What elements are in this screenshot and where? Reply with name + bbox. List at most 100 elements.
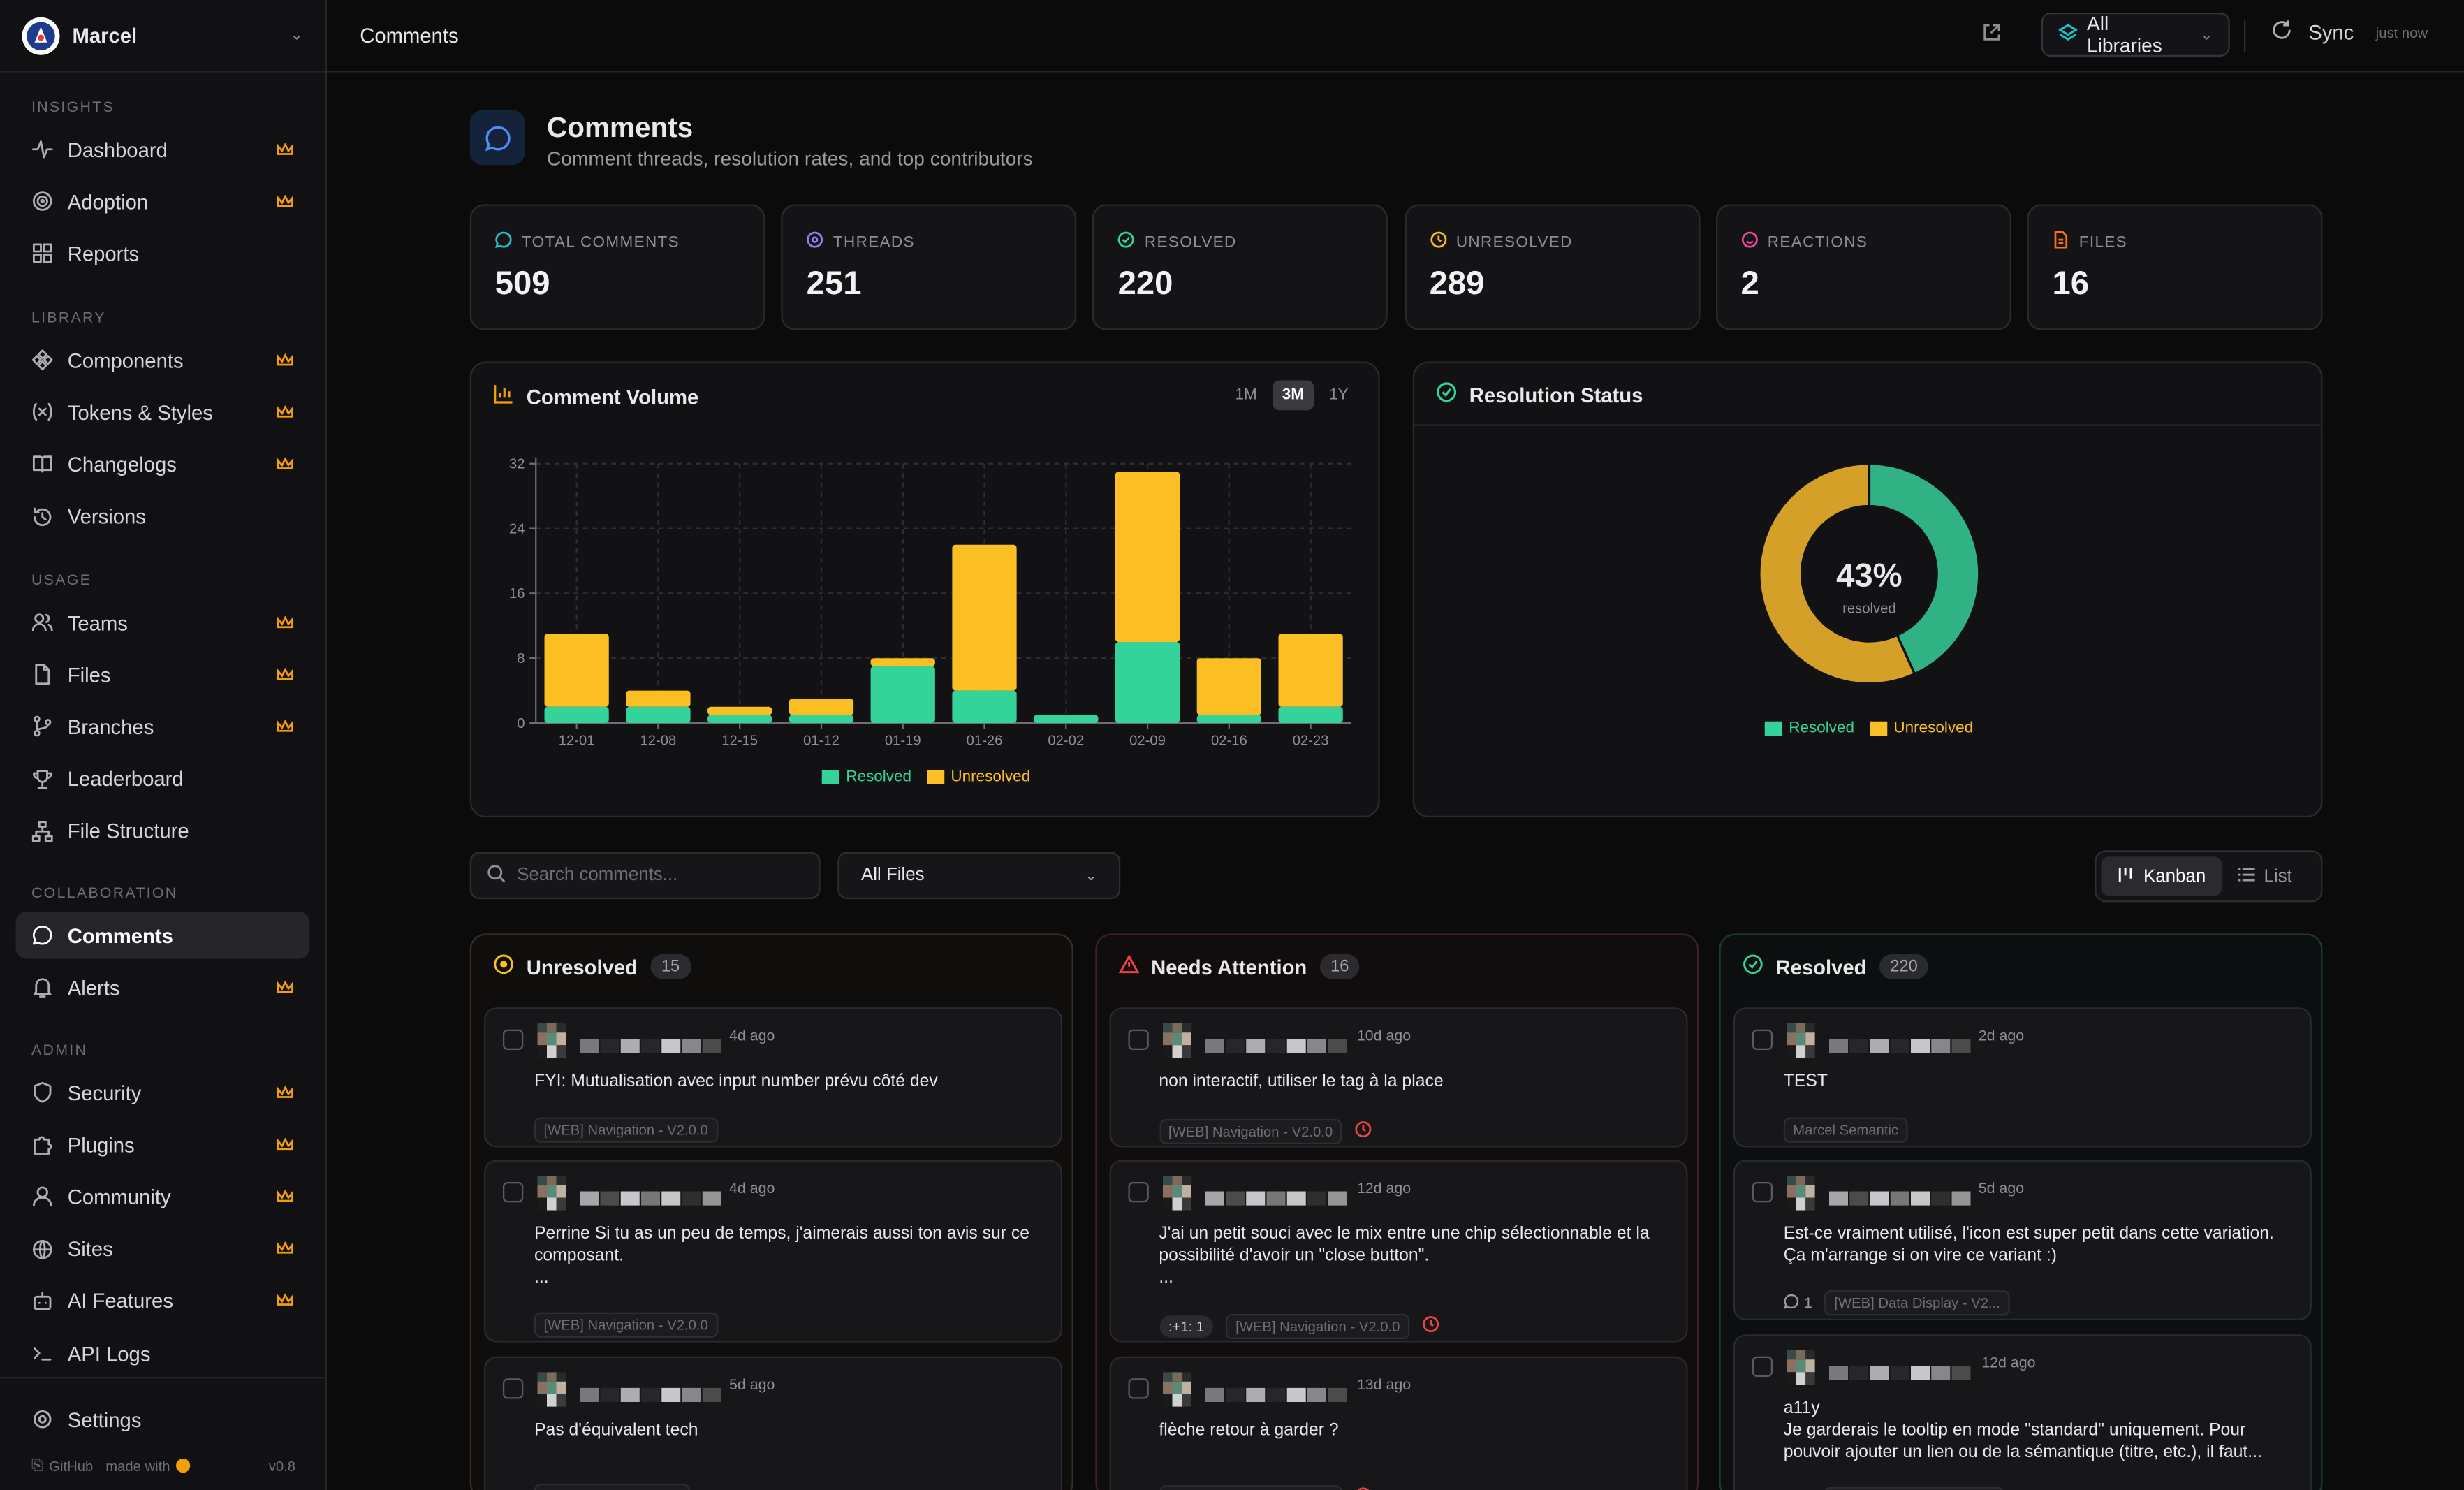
sidebar-item-comments[interactable]: Comments	[16, 912, 310, 959]
components-icon	[31, 349, 54, 372]
select-checkbox[interactable]	[1127, 1182, 1147, 1202]
search-icon	[487, 863, 506, 887]
globe-icon	[31, 1238, 54, 1260]
select-checkbox[interactable]	[1752, 1357, 1773, 1377]
search-input[interactable]	[517, 866, 800, 885]
y-tick-label: 32	[509, 457, 525, 472]
sidebar-item-plugins[interactable]: Plugins	[16, 1121, 310, 1169]
puzzle-icon	[31, 1134, 54, 1156]
x-tick-label: 12-01	[559, 733, 595, 749]
file-tag[interactable]: [WEB] Data Display - V2...	[1825, 1290, 2009, 1315]
bar-unresolved-02-09	[1115, 472, 1180, 642]
sync-button[interactable]: Sync just now	[2271, 19, 2428, 45]
stat-card-unresolved: UNRESOLVED 289	[1405, 205, 1700, 330]
comment-text: Perrine Si tu as un peu de temps, j'aime…	[534, 1223, 1039, 1290]
file-tag[interactable]: [WEB] Feedback - V2.0.0	[1825, 1487, 2003, 1490]
select-checkbox[interactable]	[503, 1182, 523, 1202]
sidebar-item-community[interactable]: Community	[16, 1173, 310, 1220]
file-tag[interactable]: [WEB] Navigation - V2.0.0	[534, 1118, 717, 1143]
file-icon	[2053, 231, 2079, 254]
file-tag[interactable]: [WEB] Navigation - V2.0.0	[1159, 1119, 1342, 1144]
file-tag[interactable]: Marcel Semantic	[1784, 1118, 1908, 1143]
view-kanban-button[interactable]: Kanban	[2101, 856, 2221, 896]
sidebar-item-leaderboard[interactable]: Leaderboard	[16, 755, 310, 803]
avatar	[1787, 1176, 1815, 1211]
bar-resolved-02-02	[1034, 715, 1098, 723]
sidebar-item-files[interactable]: Files	[16, 651, 310, 699]
stat-label: UNRESOLVED	[1456, 233, 1573, 251]
sidebar-item-label: AI Features	[68, 1290, 277, 1313]
select-checkbox[interactable]	[1752, 1030, 1773, 1050]
x-tick-label: 02-23	[1293, 733, 1329, 749]
crown-icon	[277, 190, 294, 214]
view-list-button[interactable]: List	[2222, 856, 2308, 896]
sidebar-item-teams[interactable]: Teams	[16, 599, 310, 646]
sidebar-item-file-structure[interactable]: File Structure	[16, 808, 310, 855]
sidebar-item-alerts[interactable]: Alerts	[16, 964, 310, 1011]
file-tag[interactable]: [WEB] Navigation - V2.0.0	[1226, 1314, 1409, 1339]
reaction-badge[interactable]: :+1: 1	[1159, 1315, 1213, 1338]
sidebar-item-tokens-styles[interactable]: Tokens & Styles	[16, 388, 310, 436]
select-checkbox[interactable]	[503, 1030, 523, 1050]
file-tag[interactable]: [WEB] Navigation - V2.0.0	[534, 1313, 717, 1338]
bar-unresolved-02-16	[1197, 658, 1261, 715]
sidebar-item-adoption[interactable]: Adoption	[16, 178, 310, 226]
user-icon	[31, 1185, 54, 1208]
avatar	[538, 1372, 566, 1407]
bar-unresolved-12-08	[626, 691, 690, 707]
library-select[interactable]: All Libraries ⌄	[2041, 13, 2230, 57]
sidebar-item-label: Branches	[68, 715, 277, 739]
sidebar-item-dashboard[interactable]: Dashboard	[16, 126, 310, 173]
refresh-icon	[2271, 19, 2293, 45]
x-tick-label: 01-19	[885, 733, 921, 749]
external-link-icon[interactable]	[1981, 22, 2002, 51]
sidebar-item-branches[interactable]: Branches	[16, 703, 310, 751]
search-box	[470, 852, 821, 900]
bar-resolved-02-09	[1115, 642, 1180, 723]
github-link[interactable]: GitHub	[49, 1458, 93, 1474]
chevron-down-icon: ⌄	[290, 27, 303, 44]
x-tick-label: 02-09	[1129, 733, 1166, 749]
select-checkbox[interactable]	[503, 1378, 523, 1398]
workspace-switcher[interactable]: Marcel ⌄	[0, 0, 325, 73]
sidebar-item-changelogs[interactable]: Changelogs	[16, 441, 310, 488]
sidebar-item-components[interactable]: Components	[16, 337, 310, 384]
crown-icon	[277, 1185, 294, 1208]
sidebar-item-settings[interactable]: Settings	[16, 1396, 310, 1443]
select-checkbox[interactable]	[1127, 1030, 1147, 1050]
history-icon	[31, 506, 54, 528]
file-filter-value: All Files	[861, 866, 1085, 885]
sidebar-item-security[interactable]: Security	[16, 1069, 310, 1116]
select-checkbox[interactable]	[1127, 1378, 1147, 1398]
sidebar-item-versions[interactable]: Versions	[16, 493, 310, 541]
sidebar-item-label: Adoption	[68, 190, 277, 214]
author-name-pixelated	[1205, 1032, 1349, 1046]
sidebar-section-label: ADMIN	[0, 1041, 119, 1063]
sidebar-item-reports[interactable]: Reports	[16, 230, 310, 277]
crown-icon	[277, 1237, 294, 1261]
stat-value: 289	[1430, 265, 1485, 303]
column-title: Needs Attention	[1151, 955, 1307, 979]
sidebar-item-sites[interactable]: Sites	[16, 1225, 310, 1273]
select-checkbox[interactable]	[1752, 1182, 1773, 1202]
file-filter-select[interactable]: All Files ⌄	[837, 852, 1120, 900]
sidebar-item-label: Teams	[68, 611, 277, 634]
bar-resolved-02-23	[1278, 707, 1342, 723]
sidebar-item-ai-features[interactable]: AI Features	[16, 1278, 310, 1325]
trophy-icon	[31, 768, 54, 790]
sidebar-item-api-logs[interactable]: API Logs	[16, 1330, 310, 1378]
crown-icon	[277, 611, 294, 634]
sync-label: Sync	[2308, 20, 2354, 44]
bar-unresolved-01-12	[789, 699, 853, 715]
version-label: v0.8	[269, 1458, 295, 1474]
